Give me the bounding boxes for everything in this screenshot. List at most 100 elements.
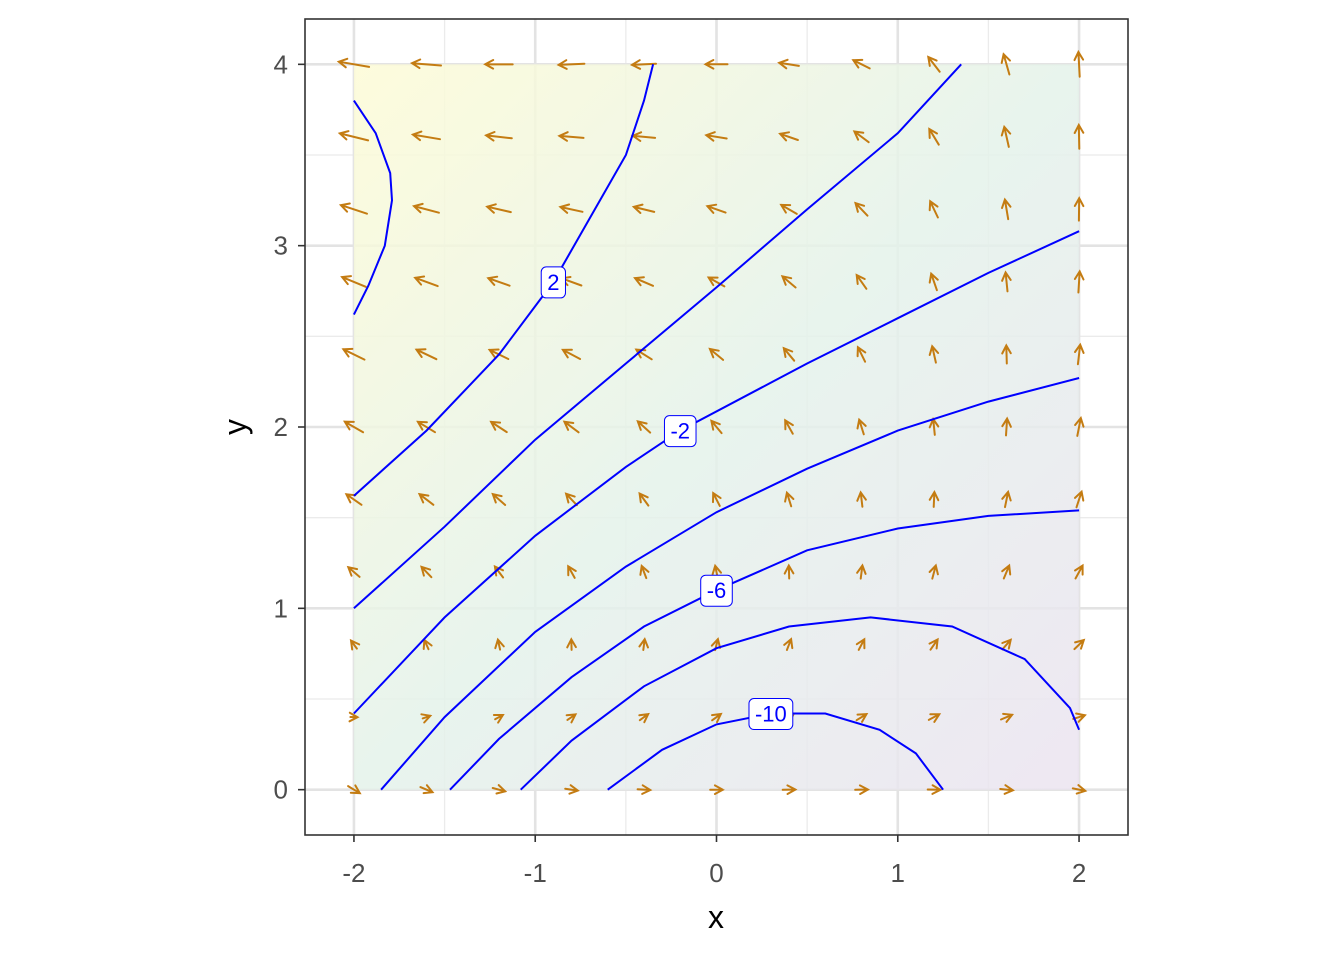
vector-arrow — [420, 565, 433, 579]
y-tick-label: 1 — [274, 593, 288, 623]
vector-arrow — [703, 59, 729, 70]
vector-arrow — [337, 130, 370, 142]
vector-arrow — [928, 637, 939, 651]
vector-arrow — [710, 419, 723, 435]
vector-arrow — [856, 563, 867, 580]
vector-arrow — [416, 420, 436, 434]
vector-arrow — [780, 275, 797, 289]
y-tick-label: 4 — [274, 49, 288, 79]
vector-arrow — [928, 490, 940, 508]
vector-arrow — [852, 130, 870, 144]
contour-line — [353, 63, 962, 610]
vector-arrow — [1074, 342, 1085, 366]
vector-arrow — [633, 276, 654, 287]
vector-arrow — [709, 784, 725, 795]
contour-label-box — [700, 574, 733, 607]
vector-arrow — [344, 493, 363, 506]
vector-arrow — [638, 491, 650, 507]
vector-arrow — [638, 712, 650, 724]
vector-arrow — [783, 563, 795, 580]
x-tick-label: -1 — [524, 858, 547, 888]
y-tick-label: 0 — [274, 775, 288, 805]
vector-arrow — [342, 420, 365, 434]
vector-arrow — [1074, 416, 1085, 437]
vector-arrow — [1001, 489, 1012, 509]
vector-arrow — [856, 345, 867, 363]
vector-arrow — [409, 58, 442, 70]
vector-arrow — [567, 564, 577, 579]
vector-arrow — [1074, 563, 1084, 580]
vector-arrow — [778, 131, 799, 142]
vector-arrow — [420, 713, 433, 724]
vector-arrow — [779, 203, 798, 215]
x-tick-label: 2 — [1072, 858, 1086, 888]
contour-line — [520, 616, 1081, 791]
vector-arrow — [784, 490, 795, 508]
contour-label: -10 — [755, 702, 787, 727]
vector-arrow — [414, 348, 438, 361]
vector-arrow — [491, 492, 507, 506]
vector-arrow — [1073, 49, 1085, 78]
vector-arrow — [851, 58, 871, 70]
vector-arrow — [492, 714, 505, 724]
vector-arrow — [638, 637, 649, 651]
contour-label-box — [748, 698, 794, 731]
vector-arrow — [347, 784, 362, 795]
contour-label: 2 — [547, 270, 559, 295]
x-axis-title: x — [708, 899, 724, 935]
vector-arrow — [639, 564, 650, 580]
vector-arrow — [928, 344, 940, 364]
vector-arrow — [636, 420, 652, 434]
vector-arrow — [708, 347, 725, 361]
contour-label-box — [540, 266, 566, 299]
contour-line — [607, 712, 944, 791]
vector-arrow — [564, 784, 580, 795]
vector-arrow — [1073, 196, 1085, 222]
vector-arrow — [781, 784, 798, 795]
vector-arrow — [566, 637, 577, 651]
x-tick-label: 1 — [891, 858, 905, 888]
vector-arrow — [928, 127, 940, 146]
vector-arrow — [486, 275, 511, 287]
vector-arrow — [1071, 784, 1088, 795]
vector-arrow — [410, 130, 441, 142]
vector-arrow — [636, 784, 653, 795]
vector-arrow — [777, 58, 800, 70]
vector-arrow — [494, 637, 505, 651]
vector-arrow — [999, 784, 1015, 795]
vector-arrow — [491, 784, 508, 795]
vector-arrow — [341, 347, 366, 361]
y-tick-label: 2 — [274, 412, 288, 442]
vector-arrow — [854, 784, 870, 795]
contour-label: -2 — [670, 419, 690, 444]
vector-arrow — [483, 59, 514, 70]
vector-arrow — [1001, 197, 1012, 221]
vector-arrow — [855, 273, 868, 290]
vector-arrow — [855, 637, 866, 651]
vector-arrow — [928, 271, 939, 292]
vector-arrow — [926, 784, 943, 795]
vector-arrow — [1074, 489, 1085, 509]
vector-arrow — [1001, 343, 1012, 365]
vector-arrow — [1001, 638, 1013, 651]
vector-arrow — [561, 348, 582, 360]
vector-arrow — [855, 712, 869, 723]
vector-arrow — [558, 203, 584, 214]
vector-arrow — [782, 346, 796, 362]
vector-arrow — [1000, 124, 1012, 148]
x-tick-label: 0 — [709, 858, 723, 888]
vector-arrow — [783, 637, 794, 651]
vector-arrow — [629, 59, 657, 70]
vector-arrow — [705, 203, 727, 214]
vector-arrow — [1001, 270, 1012, 293]
vector-arrow — [711, 712, 723, 724]
vector-arrow — [338, 202, 368, 215]
vector-arrow — [565, 713, 578, 724]
vector-arrow — [349, 638, 361, 651]
contours: 2 -2 -6 -10 — [353, 63, 1081, 791]
vector-arrow — [631, 203, 656, 214]
vector-arrow — [1001, 563, 1012, 580]
y-tick-label: 3 — [274, 231, 288, 261]
vector-arrow — [346, 565, 361, 578]
